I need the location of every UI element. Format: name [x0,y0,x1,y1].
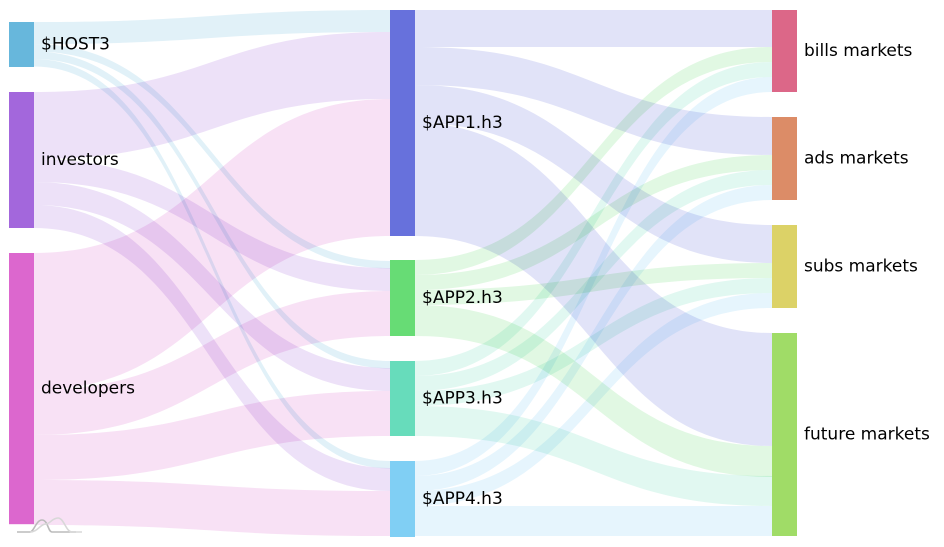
node-label-bills: bills markets [804,41,913,61]
sankey-labels: $HOST3 investors developers $APP1.h3 $APP2.h… [41,35,930,510]
sankey-link[interactable] [390,10,772,47]
sankey-node-app2[interactable] [390,260,415,336]
node-label-app3: $APP3.h3 [422,389,503,409]
sankey-link[interactable] [9,32,390,159]
node-label-investors: investors [41,150,119,170]
sankey-link[interactable] [390,506,772,536]
sankey-link[interactable] [390,305,772,477]
sankey-link[interactable] [9,391,390,480]
sankey-link[interactable] [390,278,772,406]
sankey-link[interactable] [9,291,390,435]
sankey-node-bills[interactable] [772,10,797,92]
node-label-ads: ads markets [804,149,909,169]
sankey-node-app1[interactable] [390,10,415,236]
node-label-app4: $APP4.h3 [422,489,503,509]
amcharts-logo-icon[interactable] [16,512,84,534]
sankey-link[interactable] [9,10,390,44]
sankey-node-investors[interactable] [9,92,34,228]
node-label-app2: $APP2.h3 [422,288,503,308]
node-label-developers: developers [41,379,135,399]
sankey-node-app4[interactable] [390,461,415,537]
sankey-link[interactable] [9,480,390,536]
sankey-link[interactable] [9,99,390,390]
sankey-links [9,10,772,536]
sankey-node-developers[interactable] [9,253,34,524]
sankey-node-app3[interactable] [390,361,415,436]
sankey-link[interactable] [390,155,772,290]
node-label-app1: $APP1.h3 [422,113,503,133]
sankey-link[interactable] [390,406,772,506]
sankey-nodes [9,10,797,537]
sankey-node-subs[interactable] [772,225,797,308]
sankey-link[interactable] [390,263,772,305]
node-label-host3: $HOST3 [41,35,110,55]
node-label-subs: subs markets [804,257,918,277]
sankey-node-ads[interactable] [772,117,797,200]
sankey-node-host3[interactable] [9,22,34,67]
sankey-link[interactable] [9,182,390,391]
node-label-future: future markets [804,425,930,445]
sankey-node-future[interactable] [772,333,797,536]
